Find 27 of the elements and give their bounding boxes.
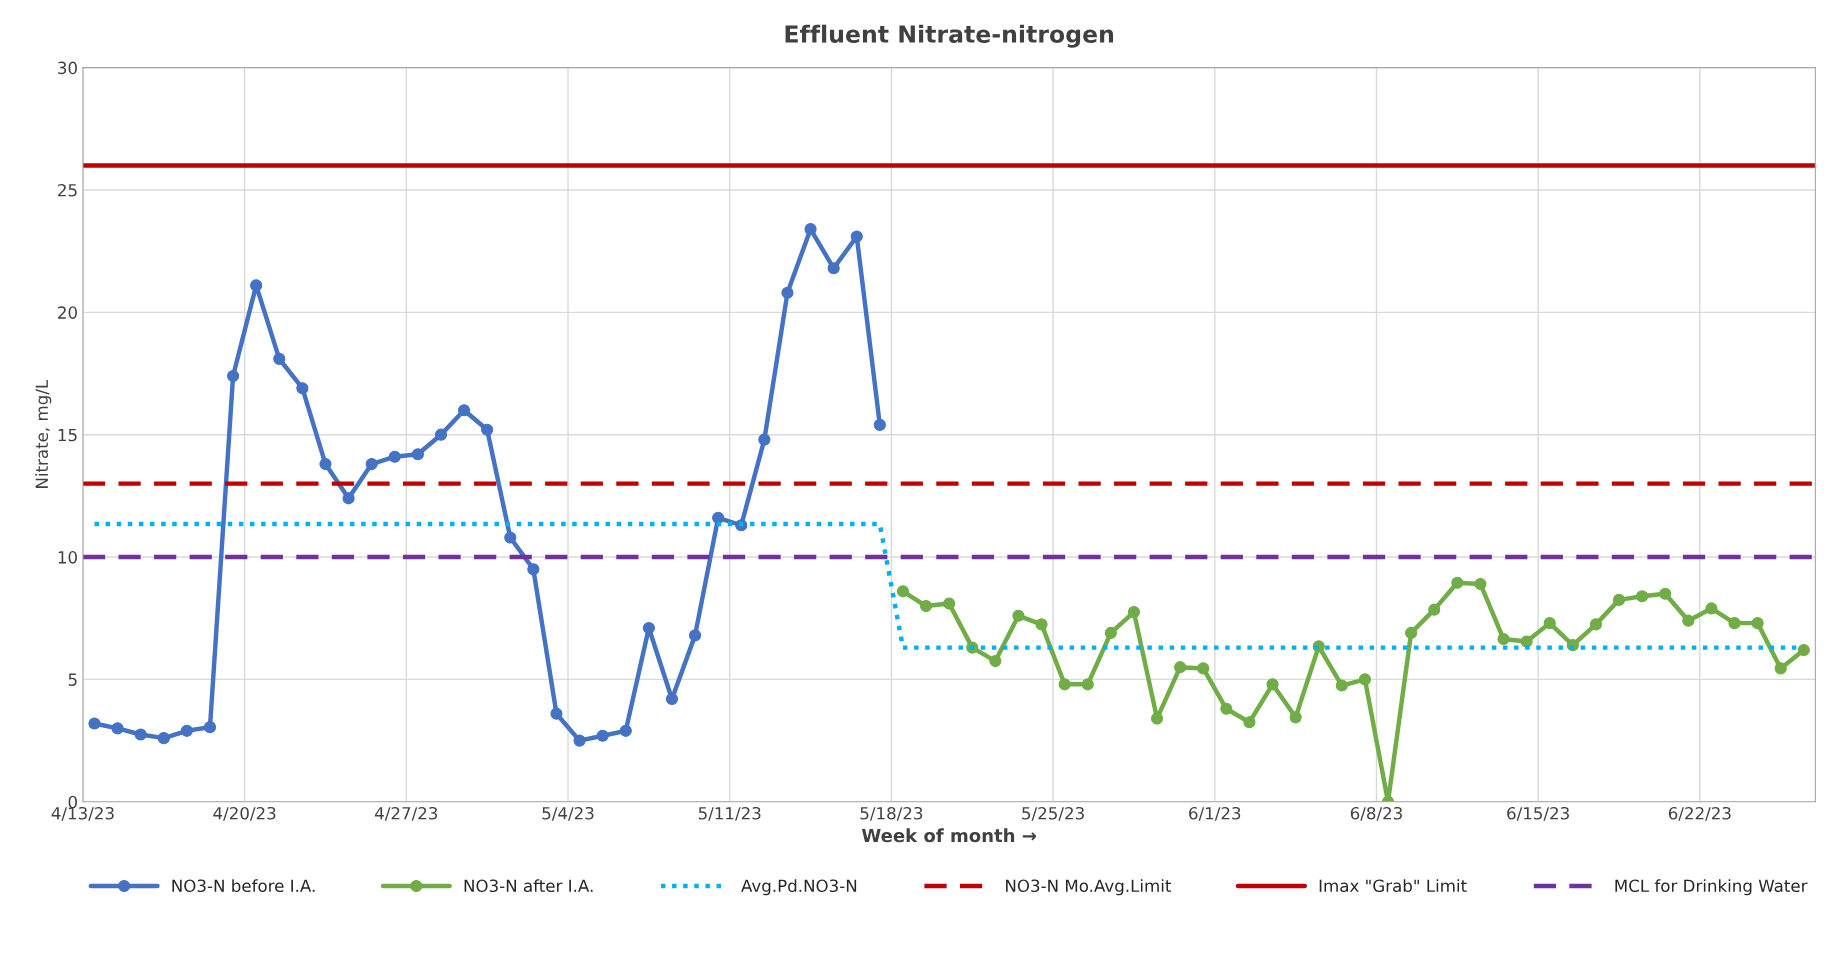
x-tick-label: 5/18/23 xyxy=(860,806,923,821)
legend-label: NO3-N Mo.Avg.Limit xyxy=(1006,879,1172,896)
x-tick-label: 6/22/23 xyxy=(1668,806,1731,821)
y-tick-label: 0 xyxy=(68,795,77,809)
x-tick-label: 5/11/23 xyxy=(698,806,761,821)
y-tick-label: 10 xyxy=(58,551,77,564)
x-tick-label: 6/8/23 xyxy=(1350,806,1402,821)
legend-label: NO3-N before I.A. xyxy=(172,879,315,893)
x-tick-label: 6/15/23 xyxy=(1507,806,1569,821)
x-tick-label: 4/20/23 xyxy=(213,806,276,821)
y-tick-label: 15 xyxy=(58,428,77,442)
x-tick-label: 5/25/23 xyxy=(1022,806,1084,821)
y-tick-label: 30 xyxy=(58,61,77,75)
legend-label: NO3-N after I.A. xyxy=(464,879,593,893)
y-tick-label: 25 xyxy=(58,183,77,197)
chart-title: Effluent Nitrate-nitrogen xyxy=(785,24,1114,48)
legend-label: Avg.Pd.NO3-N xyxy=(741,879,857,896)
x-tick-label: 5/4/23 xyxy=(542,806,594,821)
x-tick-label: 4/13/23 xyxy=(51,806,114,821)
x-tick-label: 6/1/23 xyxy=(1189,806,1241,821)
y-axis-title: Nitrate, mg/L xyxy=(35,379,52,488)
x-axis-title: Week of month → xyxy=(861,828,1037,843)
legend-label: MCL for Drinking Water xyxy=(1615,879,1808,896)
legend-label: Imax "Grab" Limit xyxy=(1319,879,1467,893)
y-tick-label: 20 xyxy=(58,306,77,319)
x-tick-label: 4/27/23 xyxy=(375,806,438,821)
y-tick-label: 5 xyxy=(68,673,77,686)
